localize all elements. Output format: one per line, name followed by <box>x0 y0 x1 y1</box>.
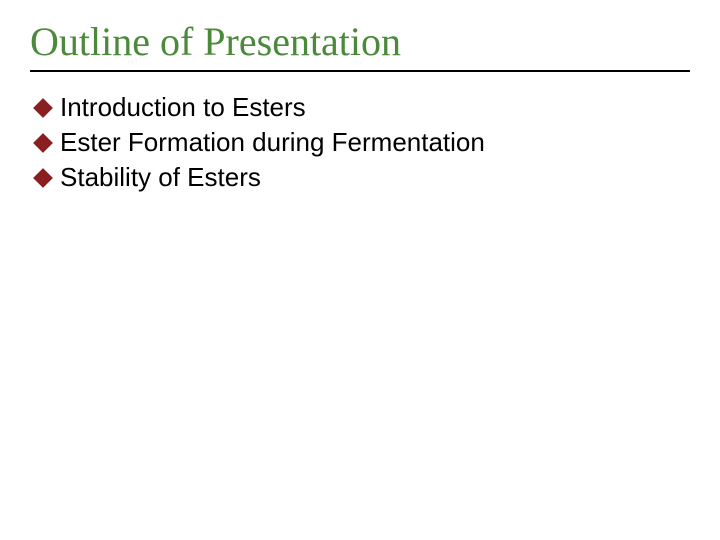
bullet-text: Stability of Esters <box>60 160 690 195</box>
title-underline <box>30 70 690 72</box>
bullet-text: Ester Formation during Fermentation <box>60 125 690 160</box>
diamond-bullet-icon <box>33 133 53 153</box>
slide: Outline of Presentation Introduction to … <box>0 0 720 540</box>
bullet-list: Introduction to Esters Ester Formation d… <box>30 90 690 195</box>
diamond-bullet-icon <box>33 168 53 188</box>
bullet-text: Introduction to Esters <box>60 90 690 125</box>
list-item: Stability of Esters <box>36 160 690 195</box>
slide-title: Outline of Presentation <box>30 20 690 64</box>
list-item: Ester Formation during Fermentation <box>36 125 690 160</box>
diamond-bullet-icon <box>33 98 53 118</box>
list-item: Introduction to Esters <box>36 90 690 125</box>
